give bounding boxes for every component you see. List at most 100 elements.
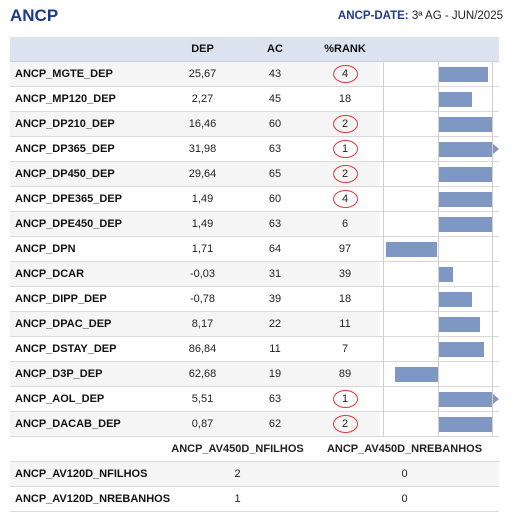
row-dep: -0,78 (165, 286, 240, 312)
row-ac: 22 (240, 311, 310, 337)
rank-circled: 1 (332, 139, 358, 158)
table-row: ANCP_MGTE_DEP 25,67 43 4 (10, 61, 499, 87)
row-ac: 62 (240, 411, 310, 437)
row-bar-cell (380, 111, 499, 137)
date-label: ANCP-DATE: (337, 10, 409, 22)
rank-value: 97 (338, 242, 352, 255)
table-row: ANCP_AOL_DEP 5,51 63 1 (10, 386, 499, 412)
rank-bar (437, 191, 492, 207)
sub-row-name: ANCP_AV120D_NREBANHOS (10, 486, 170, 512)
row-bar-cell (380, 361, 499, 387)
row-rank-cell: 2 (310, 111, 380, 137)
sub-header-col2: ANCP_AV450D_NREBANHOS (310, 436, 499, 462)
row-name: ANCP_DP365_DEP (10, 136, 165, 162)
row-name: ANCP_DSTAY_DEP (10, 336, 165, 362)
row-name: ANCP_DPE365_DEP (10, 186, 165, 212)
row-dep: 86,84 (165, 336, 240, 362)
rank-value: 18 (338, 292, 352, 305)
rank-value: 7 (341, 342, 349, 355)
row-dep: 1,49 (165, 186, 240, 212)
rank-bar (437, 66, 488, 82)
row-bar-cell (380, 61, 499, 87)
row-rank-cell: 11 (310, 311, 380, 337)
sub-header-name (10, 436, 165, 462)
row-ac: 19 (240, 361, 310, 387)
rank-bar (437, 291, 473, 307)
rank-bar (437, 141, 492, 157)
table-row: ANCP_DACAB_DEP 0,87 62 2 (10, 411, 499, 437)
rank-bar (386, 241, 438, 257)
row-ac: 60 (240, 186, 310, 212)
overflow-arrow-icon (492, 142, 499, 155)
ancp-table-container: DEP AC %RANK ANCP_MGTE_DEP 25,67 43 4 ANCP_M… (10, 37, 499, 512)
table-row: ANCP_DP210_DEP 16,46 60 2 (10, 111, 499, 137)
row-name: ANCP_DIPP_DEP (10, 286, 165, 312)
rank-circled: 2 (332, 114, 358, 133)
row-name: ANCP_DPE450_DEP (10, 211, 165, 237)
date-value: 3ª AG - JUN/2025 (411, 10, 503, 22)
row-dep: 5,51 (165, 386, 240, 412)
date-info: ANCP-DATE: 3ª AG - JUN/2025 (338, 10, 503, 22)
row-rank-cell: 1 (310, 136, 380, 162)
ancp-table: DEP AC %RANK ANCP_MGTE_DEP 25,67 43 4 ANCP_M… (10, 37, 499, 512)
rank-bar (437, 116, 492, 132)
sub-table-body: ANCP_AV450D_NFILHOS ANCP_AV450D_NREBANHO… (10, 436, 499, 512)
table-row: ANCP_DCAR -0,03 31 39 (10, 261, 499, 287)
header-chart (380, 37, 499, 62)
row-ac: 60 (240, 111, 310, 137)
rank-circled: 2 (332, 164, 358, 183)
row-rank-cell: 6 (310, 211, 380, 237)
row-dep: 62,68 (165, 361, 240, 387)
row-dep: 31,98 (165, 136, 240, 162)
row-ac: 63 (240, 211, 310, 237)
row-dep: 1,49 (165, 211, 240, 237)
row-ac: 31 (240, 261, 310, 287)
table-row: ANCP_DPE450_DEP 1,49 63 6 (10, 211, 499, 237)
row-ac: 11 (240, 336, 310, 362)
row-ac: 63 (240, 136, 310, 162)
table-row: ANCP_DPN 1,71 64 97 (10, 236, 499, 262)
rank-circled: 4 (332, 189, 358, 208)
row-rank-cell: 39 (310, 261, 380, 287)
row-bar-cell (380, 261, 499, 287)
table-row: ANCP_DSTAY_DEP 86,84 11 7 (10, 336, 499, 362)
rank-circled: 2 (332, 414, 358, 433)
chart-reference-line (437, 62, 439, 437)
table-row: ANCP_DIPP_DEP -0,78 39 18 (10, 286, 499, 312)
row-bar-cell (380, 86, 499, 112)
row-rank-cell: 4 (310, 61, 380, 87)
sub-header-row: ANCP_AV450D_NFILHOS ANCP_AV450D_NREBANHO… (10, 436, 499, 462)
row-rank-cell: 7 (310, 336, 380, 362)
rank-bar (437, 391, 492, 407)
row-bar-cell (380, 411, 499, 437)
row-name: ANCP_AOL_DEP (10, 386, 165, 412)
chart-reference-line (383, 62, 384, 437)
sub-row: ANCP_AV120D_NREBANHOS 1 0 (10, 486, 499, 512)
row-dep: 1,71 (165, 236, 240, 262)
row-rank-cell: 2 (310, 161, 380, 187)
row-rank-cell: 89 (310, 361, 380, 387)
rank-bar (437, 266, 453, 282)
rank-value: 39 (338, 267, 352, 280)
header-rank: %RANK (310, 37, 380, 62)
row-name: ANCP_DPN (10, 236, 165, 262)
sub-row-col2: 0 (310, 486, 499, 512)
table-body: ANCP_MGTE_DEP 25,67 43 4 ANCP_MP120_DEP 2,27 4… (10, 61, 499, 437)
sub-row-col2: 0 (310, 461, 499, 487)
row-bar-cell (380, 161, 499, 187)
chart-reference-line (492, 62, 493, 437)
row-ac: 63 (240, 386, 310, 412)
page-title: ANCP (10, 6, 59, 25)
rank-bar (437, 416, 492, 432)
table-header-row: DEP AC %RANK (10, 37, 499, 62)
rank-circled: 4 (332, 64, 358, 83)
row-bar-cell (380, 286, 499, 312)
row-dep: 0,87 (165, 411, 240, 437)
table-row: ANCP_DP365_DEP 31,98 63 1 (10, 136, 499, 162)
rank-value: 89 (338, 367, 352, 380)
row-rank-cell: 18 (310, 86, 380, 112)
rank-bar (437, 341, 485, 357)
row-ac: 39 (240, 286, 310, 312)
sub-row: ANCP_AV120D_NFILHOS 2 0 (10, 461, 499, 487)
table-row: ANCP_DPE365_DEP 1,49 60 4 (10, 186, 499, 212)
